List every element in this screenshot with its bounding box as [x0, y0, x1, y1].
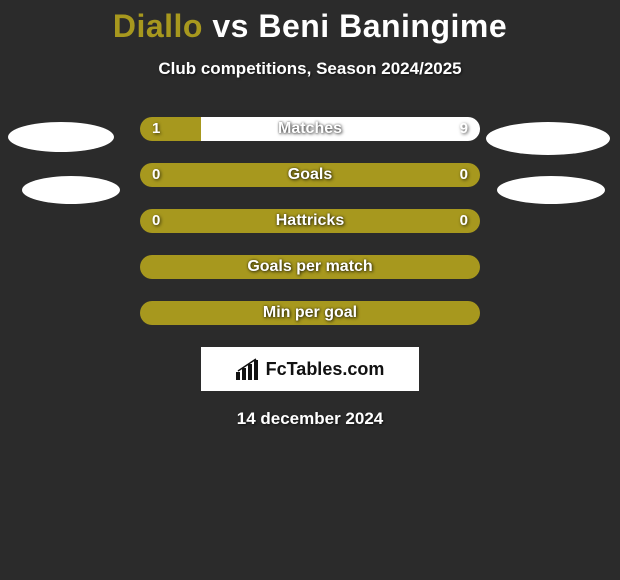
- stat-value-left: 0: [152, 163, 160, 187]
- stat-value-left: 0: [152, 209, 160, 233]
- stat-value-right: 9: [460, 117, 468, 141]
- stat-value-right: 0: [460, 209, 468, 233]
- stat-row: Hattricks0 0: [140, 209, 480, 233]
- subtitle: Club competitions, Season 2024/2025: [0, 59, 620, 79]
- stat-row: Min per goal: [140, 301, 480, 325]
- footer-logo: FcTables.com: [201, 347, 419, 391]
- stat-value-right: 0: [460, 163, 468, 187]
- footer-logo-text: FcTables.com: [266, 359, 385, 380]
- player2-name: Beni Baningime: [258, 8, 507, 44]
- stat-label: Goals per match: [140, 255, 480, 279]
- stat-label: Matches: [140, 117, 480, 141]
- stat-row: Matches1 9: [140, 117, 480, 141]
- avatar-right-2: [497, 176, 605, 204]
- stats-panel: Matches19Goals00Hattricks00Goals per mat…: [140, 117, 480, 325]
- stat-value-left: 1: [152, 117, 160, 141]
- footer-date: 14 december 2024: [0, 409, 620, 429]
- bars-icon: [236, 358, 262, 380]
- stat-label: Goals: [140, 163, 480, 187]
- stat-label: Hattricks: [140, 209, 480, 233]
- stat-label: Min per goal: [140, 301, 480, 325]
- stat-row: Goals0 0: [140, 163, 480, 187]
- avatar-right-1: [486, 122, 610, 155]
- vs-text: vs: [203, 8, 258, 44]
- player1-name: Diallo: [113, 8, 203, 44]
- stat-row: Goals per match: [140, 255, 480, 279]
- avatar-left-1: [8, 122, 114, 152]
- avatar-left-2: [22, 176, 120, 204]
- page-title: Diallo vs Beni Baningime: [0, 0, 620, 45]
